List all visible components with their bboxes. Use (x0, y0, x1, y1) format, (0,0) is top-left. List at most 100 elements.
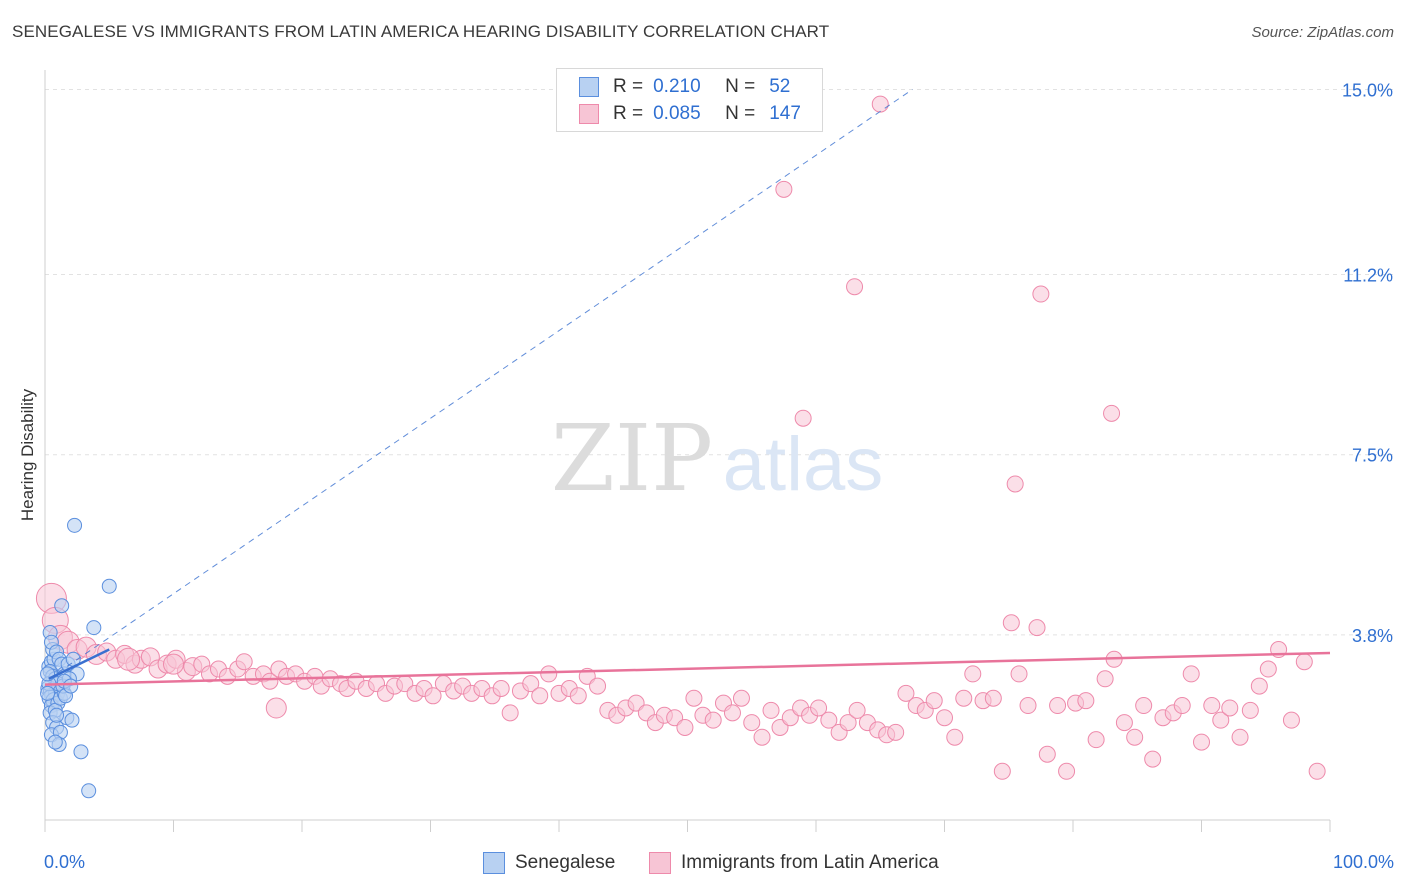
point-latin-america (1077, 692, 1095, 710)
legend-label-senegalese: Senegalese (515, 852, 616, 873)
point-latin-america (1250, 677, 1268, 695)
point-latin-america (1087, 731, 1105, 749)
legend-r-label: R = (613, 76, 644, 97)
legend-r-value: 0.210 (653, 76, 701, 97)
legend-n-label: N = (725, 76, 756, 97)
point-latin-america (163, 653, 184, 675)
point-latin-america (1182, 665, 1200, 683)
point-latin-america (540, 665, 558, 683)
legend-label-latin-america: Immigrants from Latin America (681, 852, 939, 873)
point-senegalese (86, 620, 102, 636)
point-latin-america (1115, 714, 1133, 732)
point-latin-america (955, 689, 973, 707)
point-latin-america (887, 723, 905, 741)
legend-row-senegalese: R = 0.210 N = 52 (579, 75, 790, 99)
point-senegalese (40, 666, 56, 682)
point-latin-america (522, 675, 540, 693)
legend-swatch-pink (579, 104, 599, 124)
point-latin-america (666, 709, 684, 727)
point-latin-america (762, 701, 780, 719)
watermark-zip: ZIP (551, 405, 713, 512)
point-latin-america (1212, 711, 1230, 729)
point-latin-america (1259, 660, 1277, 678)
point-latin-america (723, 704, 741, 722)
y-tick-labels: 3.8% 7.5% 11.2% 15.0% (1342, 80, 1393, 645)
point-latin-america (810, 699, 828, 717)
point-latin-america (897, 684, 915, 702)
point-senegalese (47, 734, 63, 750)
point-latin-america (1144, 750, 1162, 768)
point-latin-america (1203, 697, 1221, 715)
point-senegalese (67, 517, 83, 533)
point-latin-america (1308, 762, 1326, 780)
legend-n-label: N = (725, 103, 756, 124)
source-credit: Source: ZipAtlas.com (1251, 24, 1394, 41)
point-senegalese (81, 783, 97, 799)
point-latin-america (946, 728, 964, 746)
point-latin-america (424, 687, 442, 705)
point-latin-america (704, 711, 722, 729)
point-latin-america (501, 704, 519, 722)
trend-lines (44, 89, 1331, 686)
legend-r-value: 0.085 (653, 103, 701, 124)
chart-title: SENEGALESE VS IMMIGRANTS FROM LATIN AMER… (12, 22, 830, 41)
point-senegalese (54, 598, 70, 614)
point-latin-america (925, 692, 943, 710)
point-senegalese (73, 744, 89, 760)
y-tick-label: 3.8% (1352, 626, 1393, 646)
legend-item-latin-america: Immigrants from Latin America (649, 852, 939, 874)
point-latin-america (261, 672, 279, 690)
point-latin-america (871, 95, 889, 113)
y-tick-label: 7.5% (1352, 446, 1393, 466)
point-latin-america (676, 718, 694, 736)
point-latin-america (1135, 697, 1153, 715)
legend-item-senegalese: Senegalese (483, 852, 615, 874)
series-senegalese (40, 517, 117, 799)
point-latin-america (235, 653, 253, 671)
point-latin-america (753, 728, 771, 746)
y-tick-label: 11.2% (1343, 266, 1393, 286)
point-latin-america (685, 689, 703, 707)
point-latin-america (1038, 745, 1056, 763)
trend-line-latin-america (44, 651, 1331, 686)
point-latin-america (984, 689, 1002, 707)
legend-swatch-latin-america (649, 852, 671, 874)
point-latin-america (1006, 475, 1024, 493)
x-tick-label-max: 100.0% (1332, 852, 1394, 872)
point-latin-america (771, 718, 789, 736)
point-latin-america (1049, 697, 1067, 715)
point-latin-america (1241, 701, 1259, 719)
point-latin-america (846, 278, 864, 296)
legend-r-label: R = (613, 103, 644, 124)
point-latin-america (265, 697, 287, 719)
legend-n-value: 147 (769, 103, 801, 124)
x-tick-label-min: 0.0% (44, 852, 86, 872)
point-senegalese (101, 578, 117, 594)
point-latin-america (1058, 762, 1076, 780)
legend-n-value: 52 (769, 76, 791, 97)
point-latin-america (848, 701, 866, 719)
point-latin-america (492, 680, 510, 698)
point-latin-america (743, 714, 761, 732)
point-latin-america (1173, 697, 1191, 715)
point-latin-america (820, 711, 838, 729)
legend-swatch-blue (579, 77, 599, 97)
watermark: ZIP atlas (551, 405, 883, 512)
point-latin-america (1193, 733, 1210, 751)
point-latin-america (1126, 728, 1144, 746)
point-latin-america (775, 180, 793, 198)
point-latin-america (1032, 285, 1050, 303)
stats-legend: R = 0.210 N = 52 R = 0.085 N = 147 (556, 68, 823, 132)
point-latin-america (1010, 665, 1028, 683)
point-senegalese (64, 712, 80, 728)
point-latin-america (589, 677, 607, 695)
watermark-atlas: atlas (723, 422, 884, 507)
trend-line-senegalese (48, 648, 110, 680)
point-latin-america (1019, 697, 1037, 715)
legend-row-latin-america: R = 0.085 N = 147 (579, 102, 801, 126)
point-latin-america (993, 762, 1011, 780)
series-legend: Senegalese Immigrants from Latin America (0, 852, 1406, 876)
point-latin-america (627, 694, 645, 712)
point-latin-america (1096, 670, 1114, 688)
